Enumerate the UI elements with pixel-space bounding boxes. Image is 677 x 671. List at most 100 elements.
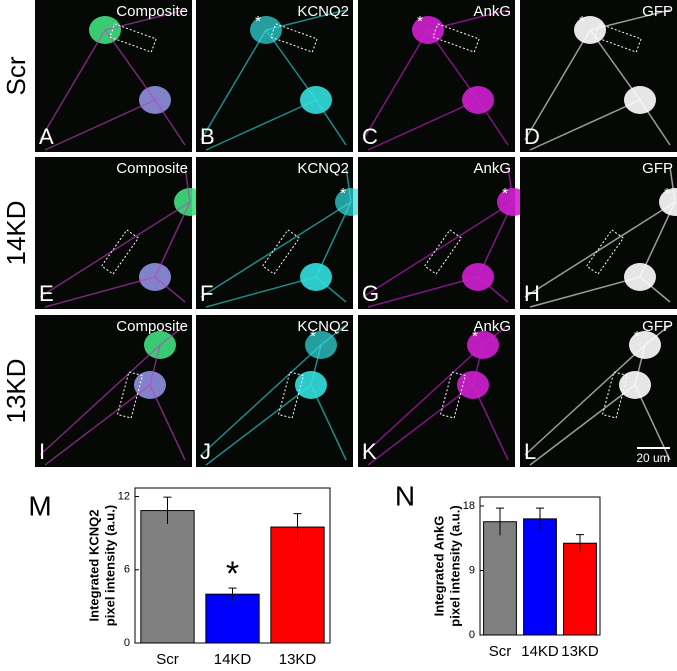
neurite	[154, 276, 186, 303]
roi-box	[585, 229, 625, 275]
roi-box	[432, 23, 480, 53]
roi-box	[601, 371, 629, 419]
micrograph	[520, 0, 677, 152]
bar	[140, 510, 195, 644]
scale-bar-label: 20 um	[636, 451, 669, 465]
channel-label: Composite	[116, 318, 188, 335]
bar	[270, 526, 325, 644]
micrograph	[35, 315, 192, 467]
neurite	[154, 99, 186, 146]
roi-box	[109, 23, 157, 53]
image-bg	[520, 157, 677, 309]
panel-label: M	[28, 490, 51, 521]
cell-marker: *	[310, 328, 316, 345]
neurite	[427, 9, 509, 31]
channel-label: GFP	[642, 3, 673, 20]
neurite	[367, 99, 479, 151]
roi-box	[439, 371, 467, 419]
micrograph	[35, 0, 192, 152]
neurite	[524, 344, 646, 456]
channel-label: KCNQ2	[297, 160, 349, 177]
row-label: 13KD	[1, 358, 31, 423]
micrograph	[196, 0, 353, 152]
neurite	[589, 9, 671, 31]
neurite	[44, 276, 156, 308]
y-tick-label: 0	[124, 637, 130, 649]
neurite	[104, 9, 186, 31]
micrograph	[520, 157, 677, 309]
neurite	[644, 324, 671, 346]
cell-marker: *	[417, 13, 423, 30]
neurite	[200, 344, 322, 456]
neurite	[639, 276, 671, 303]
neurite	[39, 29, 106, 141]
neurite	[39, 344, 161, 456]
neurite	[639, 201, 676, 278]
bar	[205, 593, 260, 644]
neurite	[44, 99, 156, 151]
panel-letter: E	[39, 281, 54, 306]
neurite	[200, 29, 267, 141]
neurite	[315, 99, 347, 146]
roi-box	[100, 229, 140, 275]
cell-marker: *	[634, 328, 640, 345]
panel-label: N	[395, 480, 415, 511]
neurite	[154, 201, 191, 278]
panel-letter: I	[39, 439, 45, 464]
cell-marker: *	[664, 185, 670, 202]
channel-label: KCNQ2	[297, 318, 349, 335]
neurite	[149, 344, 161, 386]
neurite	[367, 384, 474, 466]
panel-letter: D	[524, 124, 540, 149]
micrograph	[35, 157, 206, 309]
channel-label: KCNQ2	[297, 3, 349, 20]
neurite	[149, 384, 186, 461]
neurite	[184, 166, 191, 203]
cell-marker: *	[255, 13, 261, 30]
neurite	[362, 344, 484, 456]
panel-letter: K	[362, 439, 377, 464]
plot-frame	[134, 487, 331, 644]
y-axis-label: Integrated KCNQ2	[86, 510, 101, 622]
y-tick-label: 6	[124, 564, 130, 576]
roi-box	[594, 23, 642, 53]
panel-letter: J	[200, 439, 211, 464]
panel-letter: B	[200, 124, 215, 149]
x-tick-label: 14KD	[214, 651, 252, 668]
cell-marker: *	[502, 185, 508, 202]
neurite	[205, 384, 312, 466]
micrograph	[520, 315, 677, 467]
neurite	[529, 276, 641, 308]
neurite	[104, 29, 156, 101]
neurite	[589, 29, 641, 101]
channel-label: GFP	[642, 160, 673, 177]
neurite	[507, 166, 514, 203]
neurite	[265, 29, 317, 101]
neurite	[310, 344, 322, 386]
panel-letter: H	[524, 281, 540, 306]
neurite	[529, 384, 636, 466]
roi-box	[270, 23, 318, 53]
x-tick-label: 13KD	[561, 643, 599, 660]
neurite	[200, 201, 352, 298]
roi-box	[116, 371, 144, 419]
neurite	[320, 324, 347, 346]
micrograph	[196, 315, 353, 467]
neurite	[524, 29, 591, 141]
channel-label: GFP	[642, 318, 673, 335]
cell-marker: *	[340, 185, 346, 202]
row-label: Scr	[1, 56, 31, 95]
x-tick-label: 13KD	[279, 651, 317, 668]
neurite	[529, 99, 641, 151]
neurite	[315, 201, 352, 278]
y-tick-label: 18	[463, 500, 475, 512]
neurite	[472, 344, 484, 386]
neurite	[472, 384, 509, 461]
y-axis-label: Integrated AnkG	[431, 516, 446, 617]
image-bg	[358, 157, 515, 309]
y-tick-label: 0	[469, 629, 475, 641]
row-label: 14KD	[1, 200, 31, 265]
y-tick-label: 9	[469, 564, 475, 576]
neurite	[367, 276, 479, 308]
